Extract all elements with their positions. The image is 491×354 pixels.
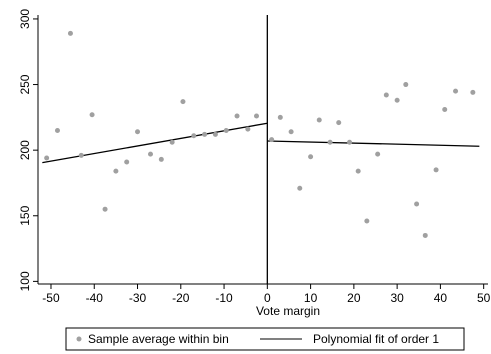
scatter-point bbox=[191, 133, 197, 139]
scatter-point bbox=[442, 106, 448, 112]
scatter-point bbox=[347, 139, 353, 145]
scatter-point bbox=[102, 206, 108, 212]
scatter-point bbox=[169, 139, 175, 145]
x-axis-title: Vote margin bbox=[256, 304, 320, 318]
scatter-point bbox=[308, 154, 314, 160]
y-tick-label: 200 bbox=[18, 140, 32, 160]
scatter-point bbox=[277, 114, 283, 120]
scatter-point bbox=[327, 139, 333, 145]
scatter-point bbox=[269, 137, 275, 143]
legend-scatter-symbol bbox=[76, 336, 82, 342]
x-tick-label: 10 bbox=[304, 291, 318, 305]
x-tick-label: -40 bbox=[86, 291, 104, 305]
legend: Sample average within bin Polynomial fit… bbox=[65, 327, 465, 351]
scatter-point bbox=[364, 218, 370, 224]
scatter-point bbox=[355, 168, 361, 174]
scatter-point bbox=[375, 151, 381, 157]
scatter-point bbox=[245, 126, 251, 132]
scatter-point bbox=[223, 127, 229, 133]
y-tick-label: 300 bbox=[18, 9, 32, 29]
scatter-point bbox=[316, 117, 322, 123]
scatter-point bbox=[67, 30, 73, 36]
scatter-point bbox=[453, 88, 459, 94]
x-tick-label: 30 bbox=[390, 291, 404, 305]
scatter-point bbox=[89, 112, 95, 118]
scatter-point bbox=[234, 113, 240, 119]
x-tick-label: -50 bbox=[42, 291, 60, 305]
scatter-point bbox=[254, 113, 260, 119]
scatter-point bbox=[422, 232, 428, 238]
y-tick-label: 100 bbox=[18, 271, 32, 291]
scatter-point bbox=[433, 167, 439, 173]
scatter-point bbox=[124, 159, 130, 165]
scatter-point bbox=[148, 151, 153, 157]
scatter-point bbox=[180, 99, 186, 105]
scatter-point bbox=[54, 127, 60, 133]
x-tick-label: -20 bbox=[172, 291, 190, 305]
scatter-point bbox=[202, 131, 208, 137]
axes: -50 -40 -30 -20 -10 0 10 20 30 40 50 100 150 200 250 30… bbox=[18, 9, 491, 305]
scatter-point bbox=[403, 82, 409, 88]
fit-line-segment bbox=[267, 140, 480, 147]
scatter-point bbox=[113, 168, 119, 174]
scatter-points bbox=[44, 30, 476, 238]
x-tick-label: -10 bbox=[215, 291, 233, 305]
y-tick-label: 250 bbox=[18, 74, 32, 94]
scatter-point bbox=[394, 97, 400, 103]
scatter-point bbox=[297, 185, 303, 191]
scatter-point bbox=[212, 131, 218, 137]
scatter-point bbox=[288, 129, 294, 135]
scatter-point bbox=[383, 92, 389, 98]
scatter-point bbox=[470, 89, 476, 95]
scatter-point bbox=[78, 152, 84, 158]
y-tick-label: 150 bbox=[18, 205, 32, 225]
scatter-point bbox=[135, 129, 141, 135]
x-tick-label: -30 bbox=[129, 291, 147, 305]
x-tick-label: 0 bbox=[264, 291, 271, 305]
x-tick-label: 20 bbox=[347, 291, 361, 305]
x-tick-label: 50 bbox=[477, 291, 491, 305]
scatter-point bbox=[336, 120, 342, 126]
scatter-point bbox=[414, 201, 420, 207]
x-tick-label: 40 bbox=[434, 291, 448, 305]
scatter-point bbox=[44, 155, 50, 161]
scatter-point bbox=[158, 156, 164, 162]
legend-scatter-label: Sample average within bin bbox=[88, 332, 229, 346]
legend-line-label: Polynomial fit of order 1 bbox=[313, 332, 439, 346]
